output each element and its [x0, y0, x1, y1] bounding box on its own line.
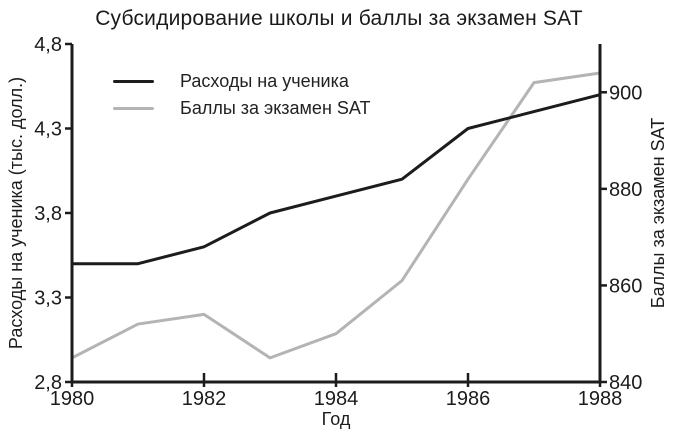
- legend: Расходы на ученика Баллы за экзамен SAT: [113, 68, 371, 122]
- sat-scores-line-series: [71, 71, 601, 360]
- y-left-tick-label: 4,3: [34, 119, 62, 141]
- legend-label-spending: Расходы на ученика: [180, 71, 349, 91]
- y-left-tick-label: 3,3: [34, 288, 62, 310]
- x-tick-label: 1982: [182, 388, 227, 410]
- legend-item-sat-scores: Баллы за экзамен SAT: [113, 95, 371, 122]
- spending-line-swatch-icon: [113, 80, 154, 83]
- y-left-axis-title: Расходы на ученика (тыс. долл.): [6, 77, 26, 349]
- y-right-tick-label: 840: [609, 372, 642, 394]
- x-tick-label: 1980: [50, 388, 95, 410]
- sat-scores-line-swatch-icon: [113, 107, 154, 110]
- y-right-axis-title: Баллы за экзамен SAT: [648, 118, 668, 309]
- x-axis-title: Год: [322, 409, 351, 429]
- chart-title: Субсидирование школы и баллы за экзамен …: [95, 7, 583, 30]
- legend-item-spending: Расходы на ученика: [113, 68, 371, 95]
- y-left-tick-label: 2,8: [34, 372, 62, 394]
- legend-label-sat-scores: Баллы за экзамен SAT: [180, 98, 371, 118]
- y-right-tick-label: 900: [609, 82, 642, 104]
- y-right-tick-label: 860: [609, 275, 642, 297]
- x-tick-label: 1986: [446, 388, 491, 410]
- spending-line-series: [72, 93, 601, 266]
- y-right-tick-label: 880: [609, 179, 642, 201]
- y-left-tick-label: 4,8: [34, 34, 62, 56]
- x-tick-label: 1988: [578, 388, 623, 410]
- x-tick-label: 1984: [314, 388, 359, 410]
- y-left-tick-label: 3,8: [34, 203, 62, 225]
